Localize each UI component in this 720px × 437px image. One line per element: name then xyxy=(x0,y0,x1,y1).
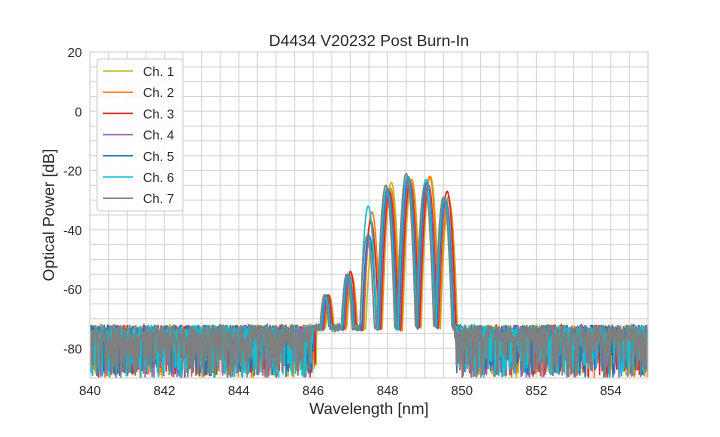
x-tick-label: 842 xyxy=(154,383,176,398)
y-tick-label: -60 xyxy=(63,282,82,297)
legend-label: Ch. 2 xyxy=(143,85,174,100)
legend: Ch. 1 Ch. 2 Ch. 3 Ch. 4 Ch. 5 Ch. 6 Ch. 7 xyxy=(96,58,184,212)
x-tick-label: 854 xyxy=(600,383,622,398)
y-tick-label: 20 xyxy=(68,45,82,60)
y-tick-label: 0 xyxy=(75,104,82,119)
legend-label: Ch. 1 xyxy=(143,64,174,79)
chart-title: D4434 V20232 Post Burn-In xyxy=(269,33,469,50)
x-tick-label: 840 xyxy=(79,383,101,398)
y-axis-label: Optical Power [dB] xyxy=(41,149,58,282)
x-tick-label: 846 xyxy=(302,383,324,398)
legend-label: Ch. 4 xyxy=(143,128,174,143)
series-lines xyxy=(90,172,648,378)
plot-frame xyxy=(89,51,649,379)
y-tick-label: -20 xyxy=(63,164,82,179)
series-line-ch-7 xyxy=(90,172,648,378)
legend-label: Ch. 7 xyxy=(143,191,174,206)
x-tick-label: 844 xyxy=(228,383,250,398)
y-tick-label: -80 xyxy=(63,341,82,356)
legend-label: Ch. 5 xyxy=(143,149,174,164)
x-tick-label: 850 xyxy=(451,383,473,398)
legend-box xyxy=(96,58,184,212)
legend-label: Ch. 6 xyxy=(143,170,174,185)
x-tick-label: 848 xyxy=(377,383,399,398)
legend-label: Ch. 3 xyxy=(143,106,174,121)
x-axis-label: Wavelength [nm] xyxy=(309,401,428,418)
x-tick-label: 852 xyxy=(526,383,548,398)
y-tick-label: -40 xyxy=(63,223,82,238)
